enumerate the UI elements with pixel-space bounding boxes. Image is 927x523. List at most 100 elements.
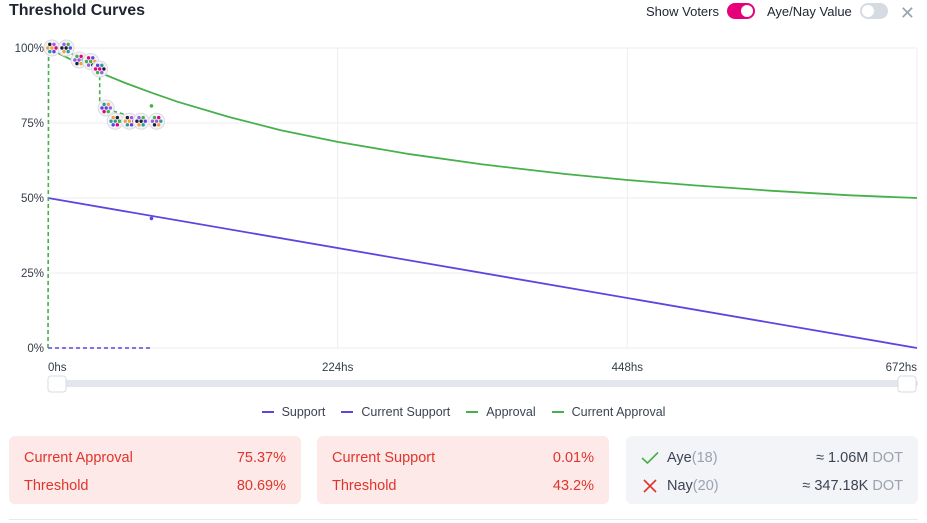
avatar-dot — [88, 59, 93, 64]
avatar-dot — [157, 123, 161, 127]
show-voters-toggle[interactable] — [727, 3, 755, 19]
avatar-dot — [106, 102, 110, 107]
current-support-row: Current Support 0.01% — [332, 444, 594, 472]
support-line — [47, 197, 918, 349]
x-tick-label: 672hs — [886, 362, 918, 374]
current-approval-row: Current Approval 75.37% — [24, 444, 286, 472]
aye-nay-label: Aye/Nay Value — [767, 3, 852, 19]
avatar-dot — [79, 54, 83, 59]
x-tick-label: 224hs — [322, 362, 354, 374]
legend-label: Support — [281, 405, 326, 419]
voter-avatar — [97, 99, 115, 117]
avatar-dot — [113, 119, 117, 123]
avatar-dot — [139, 119, 143, 123]
voter-avatars — [43, 39, 166, 130]
avatar-dot — [157, 115, 161, 120]
avatar-dot — [102, 109, 106, 114]
nay-label: Nay — [667, 478, 693, 494]
current-support-value: 0.01% — [552, 450, 594, 466]
range-slider-left-handle[interactable] — [47, 375, 67, 393]
avatar-dot — [127, 119, 132, 123]
avatar-dot — [115, 123, 120, 127]
avatar-dot — [143, 119, 148, 123]
chart-title: Threshold Curves — [9, 2, 146, 19]
avatar-dot — [125, 123, 130, 127]
avatar-dot — [152, 123, 157, 127]
support-marker — [149, 216, 154, 221]
nay-unit: DOT — [872, 478, 903, 494]
legend-approval[interactable]: Approval — [466, 405, 536, 419]
approval-threshold-label: Threshold — [24, 478, 89, 494]
avatar-dot — [48, 49, 52, 54]
y-tick-label: 50% — [21, 193, 44, 205]
avatar-dot — [137, 123, 141, 127]
avatar-dot — [100, 106, 104, 110]
aye-amount: ≈ 1.06M — [816, 450, 869, 466]
y-axis-ticks: 0% 25% 50% 75% 100% — [15, 43, 44, 355]
voter-avatar — [57, 39, 75, 57]
support-card: Current Support 0.01% Threshold 43.2% — [317, 436, 609, 504]
aye-unit: DOT — [872, 450, 903, 466]
avatar-dot — [129, 123, 134, 127]
toggle-knob — [741, 5, 753, 17]
avatar-dot — [73, 58, 77, 62]
avatar-dot — [141, 123, 145, 127]
avatar-dot — [75, 61, 79, 66]
avatar-dot — [129, 115, 134, 120]
support-threshold-value: 43.2% — [552, 478, 594, 494]
avatar-dot — [154, 119, 159, 123]
chart-legend: Support Current Support Approval Current… — [0, 405, 927, 419]
voter-avatar — [91, 60, 109, 78]
avatar-dot — [68, 46, 73, 50]
avatar-dot — [95, 70, 100, 75]
voter-avatar — [106, 112, 124, 130]
avatar-dot — [50, 46, 54, 50]
avatar-dot — [141, 115, 145, 120]
avatar-dot — [125, 115, 130, 120]
aye-row[interactable]: Aye(18) ≈ 1.06M DOT — [641, 444, 903, 472]
x-tick-label: 448hs — [612, 362, 644, 374]
avatar-dot — [45, 46, 50, 50]
nay-count: (20) — [692, 478, 719, 494]
close-icon[interactable]: ✕ — [899, 3, 915, 23]
avatar-dot — [104, 106, 108, 110]
legend-swatch — [466, 411, 479, 413]
avatar-dot — [159, 119, 163, 123]
voter-avatar — [120, 112, 138, 130]
avatar-dot — [137, 115, 141, 120]
avatar-dot — [100, 63, 104, 68]
avatar-dot — [95, 63, 100, 68]
avatar-dot — [98, 67, 102, 71]
legend-current-approval[interactable]: Current Approval — [551, 405, 665, 419]
approval-card: Current Approval 75.37% Threshold 80.69% — [9, 436, 301, 504]
legend-current-support[interactable]: Current Support — [341, 405, 450, 419]
avatar-dot — [64, 46, 68, 50]
support-threshold-row: Threshold 43.2% — [332, 472, 594, 500]
avatar-dot — [86, 63, 91, 67]
avatar-dot — [123, 119, 127, 123]
legend-support[interactable]: Support — [261, 405, 326, 419]
x-axis-ticks: 0hs 224hs 448hs 672hs — [48, 362, 917, 374]
support-threshold-label: Threshold — [332, 478, 397, 494]
avatar-dot — [91, 56, 95, 60]
votes-card: Aye(18) ≈ 1.06M DOT Nay(20) ≈ 347.18K DO… — [626, 436, 918, 504]
y-tick-label: 75% — [21, 118, 44, 130]
check-icon — [641, 451, 659, 465]
voter-avatar — [132, 112, 150, 130]
cross-icon — [643, 479, 657, 493]
aye-count: (18) — [691, 450, 718, 466]
avatar-dot — [111, 115, 115, 120]
show-voters-toggle-group: Show Voters — [646, 3, 755, 19]
range-slider-right-handle[interactable] — [897, 375, 917, 393]
current-approval-value: 75.37% — [236, 450, 286, 466]
nay-amount: ≈ 347.18K — [802, 478, 869, 494]
avatar-dot — [100, 70, 104, 75]
avatar-dot — [54, 46, 58, 50]
avatar-dot — [48, 42, 52, 47]
nay-row[interactable]: Nay(20) ≈ 347.18K DOT — [641, 472, 903, 500]
avatar-dot — [150, 119, 155, 123]
avatar-dot — [115, 115, 120, 120]
aye-nay-toggle[interactable] — [859, 3, 888, 19]
legend-label: Current Support — [361, 405, 451, 419]
range-slider-track[interactable] — [48, 380, 918, 387]
